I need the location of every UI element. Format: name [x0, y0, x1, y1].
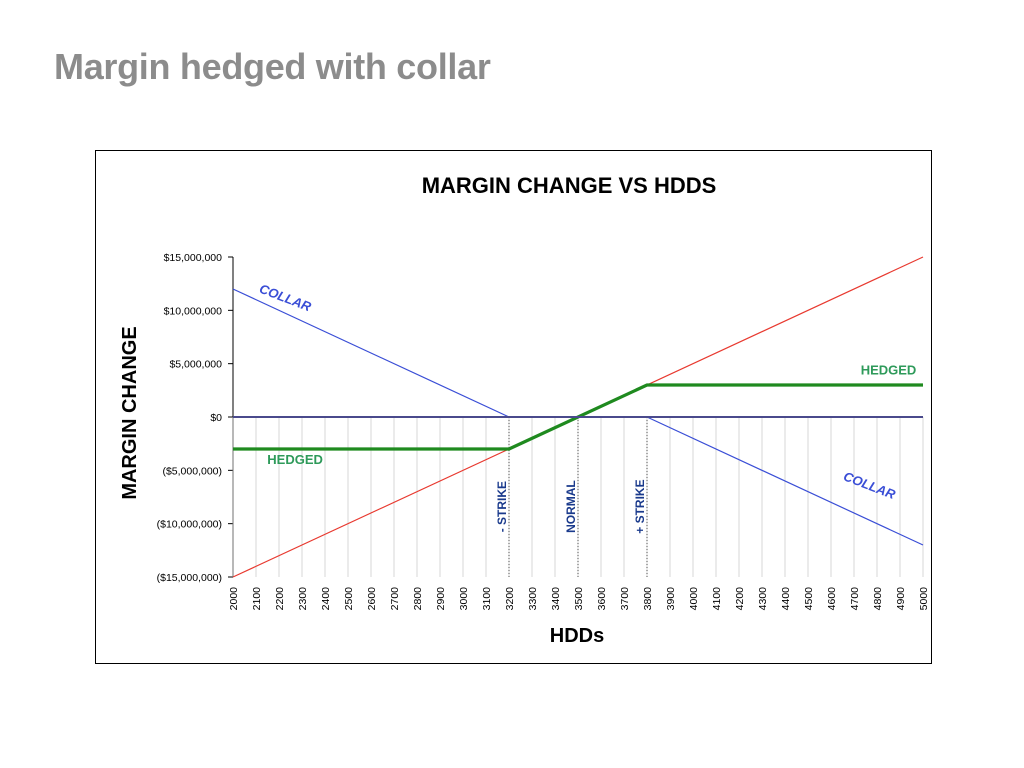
x-tick-label: 4200	[734, 587, 746, 611]
chart-frame: MARGIN CHANGE VS HDDS MARGIN CHANGE HDDs…	[95, 150, 932, 664]
x-tick-label: 4900	[895, 587, 907, 611]
x-tick-label: 4700	[849, 587, 861, 611]
x-tick-label: 4400	[780, 587, 792, 611]
x-tick-label: 4500	[803, 587, 815, 611]
x-tick-label: 4800	[872, 587, 884, 611]
x-tick-label: 3300	[527, 587, 539, 611]
x-tick-label: 3800	[642, 587, 654, 611]
x-tick-label: 3100	[481, 587, 493, 611]
y-tick-label: $10,000,000	[164, 305, 223, 317]
strike-label: + STRIKE	[633, 479, 647, 533]
x-tick-label: 3700	[619, 587, 631, 611]
x-tick-label: 3600	[596, 587, 608, 611]
axes-layer: $15,000,000 $10,000,000 $5,000,000 $0 ($5,00…	[157, 252, 930, 610]
y-tick-label: $15,000,000	[164, 252, 223, 264]
x-tick-label: 4300	[757, 587, 769, 611]
x-tick-label: 2200	[274, 587, 286, 611]
margin-chart: MARGIN CHANGE VS HDDS MARGIN CHANGE HDDs…	[119, 173, 930, 647]
strike-label: - STRIKE	[495, 481, 509, 532]
x-tick-label: 4100	[711, 587, 723, 611]
x-tick-label: 2800	[412, 587, 424, 611]
slide-title: Margin hedged with collar	[54, 46, 491, 87]
strike-label: NORMAL	[564, 480, 578, 533]
y-axis-label: MARGIN CHANGE	[119, 326, 141, 499]
x-tick-label: 2900	[435, 587, 447, 611]
x-tick-label: 2700	[389, 587, 401, 611]
x-tick-label: 3500	[573, 587, 585, 611]
x-tick-label: 4600	[826, 587, 838, 611]
y-tick-label: ($5,000,000)	[162, 465, 222, 477]
x-tick-label: 2400	[320, 587, 332, 611]
x-tick-label: 5000	[918, 587, 930, 611]
series-annotation: HEDGED	[267, 452, 323, 467]
x-tick-label: 3900	[665, 587, 677, 611]
x-tick-label: 2300	[297, 587, 309, 611]
y-tick-label: ($15,000,000)	[157, 572, 222, 584]
series-annotation: HEDGED	[861, 362, 917, 377]
y-tick-label: $0	[210, 412, 222, 424]
series-annotation: COLLAR	[841, 469, 898, 503]
series-annotation: COLLAR	[257, 281, 314, 315]
y-tick-label: ($10,000,000)	[157, 519, 222, 531]
x-tick-label: 4000	[688, 587, 700, 611]
x-tick-label: 2500	[343, 587, 355, 611]
x-tick-label: 2000	[228, 587, 240, 611]
x-tick-label: 3200	[504, 587, 516, 611]
x-tick-label: 2600	[366, 587, 378, 611]
x-tick-label: 2100	[251, 587, 263, 611]
x-axis-label: HDDs	[550, 625, 604, 647]
x-tick-label: 3000	[458, 587, 470, 611]
y-tick-label: $5,000,000	[169, 359, 222, 371]
series-layer	[232, 256, 924, 578]
chart-title: MARGIN CHANGE VS HDDS	[422, 173, 717, 198]
x-tick-label: 3400	[550, 587, 562, 611]
